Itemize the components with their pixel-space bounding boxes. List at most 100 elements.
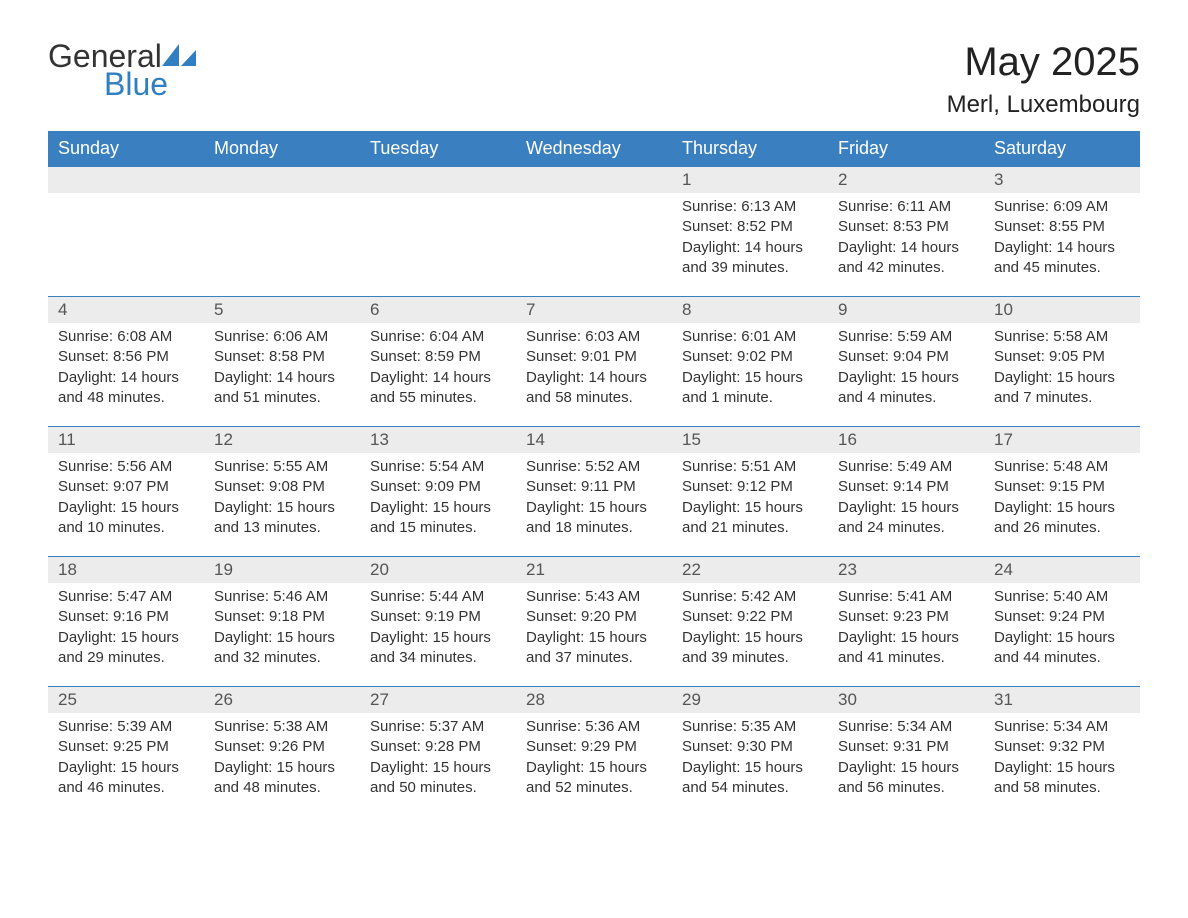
sunrise-text: Sunrise: 5:37 AM <box>370 717 506 737</box>
day-body: Sunrise: 5:38 AMSunset: 9:26 PMDaylight:… <box>204 713 360 804</box>
day-cell: 12Sunrise: 5:55 AMSunset: 9:08 PMDayligh… <box>204 427 360 557</box>
daylight-text: Daylight: 15 hours and 52 minutes. <box>526 758 662 799</box>
day-body: Sunrise: 5:54 AMSunset: 9:09 PMDaylight:… <box>360 453 516 544</box>
day-body: Sunrise: 5:34 AMSunset: 9:32 PMDaylight:… <box>984 713 1140 804</box>
day-body: Sunrise: 5:35 AMSunset: 9:30 PMDaylight:… <box>672 713 828 804</box>
daylight-text: Daylight: 14 hours and 45 minutes. <box>994 238 1130 279</box>
day-cell: 14Sunrise: 5:52 AMSunset: 9:11 PMDayligh… <box>516 427 672 557</box>
weekday-header: Sunday <box>48 131 204 167</box>
sunrise-text: Sunrise: 5:59 AM <box>838 327 974 347</box>
day-cell <box>516 167 672 297</box>
day-cell: 2Sunrise: 6:11 AMSunset: 8:53 PMDaylight… <box>828 167 984 297</box>
day-number <box>360 167 516 193</box>
sunset-text: Sunset: 9:23 PM <box>838 607 974 627</box>
sunset-text: Sunset: 9:22 PM <box>682 607 818 627</box>
day-cell: 10Sunrise: 5:58 AMSunset: 9:05 PMDayligh… <box>984 297 1140 427</box>
sunrise-text: Sunrise: 6:03 AM <box>526 327 662 347</box>
day-body: Sunrise: 6:04 AMSunset: 8:59 PMDaylight:… <box>360 323 516 414</box>
day-body: Sunrise: 5:55 AMSunset: 9:08 PMDaylight:… <box>204 453 360 544</box>
day-number: 20 <box>360 557 516 583</box>
day-number: 30 <box>828 687 984 713</box>
day-number: 2 <box>828 167 984 193</box>
sunset-text: Sunset: 9:15 PM <box>994 477 1130 497</box>
logo-blue: Blue <box>104 68 196 100</box>
weekday-header: Friday <box>828 131 984 167</box>
day-body: Sunrise: 5:41 AMSunset: 9:23 PMDaylight:… <box>828 583 984 674</box>
day-cell: 16Sunrise: 5:49 AMSunset: 9:14 PMDayligh… <box>828 427 984 557</box>
daylight-text: Daylight: 15 hours and 39 minutes. <box>682 628 818 669</box>
day-cell: 21Sunrise: 5:43 AMSunset: 9:20 PMDayligh… <box>516 557 672 687</box>
sunrise-text: Sunrise: 6:08 AM <box>58 327 194 347</box>
day-number: 11 <box>48 427 204 453</box>
day-number: 27 <box>360 687 516 713</box>
sunrise-text: Sunrise: 5:49 AM <box>838 457 974 477</box>
sunrise-text: Sunrise: 5:42 AM <box>682 587 818 607</box>
day-body: Sunrise: 5:39 AMSunset: 9:25 PMDaylight:… <box>48 713 204 804</box>
day-number: 17 <box>984 427 1140 453</box>
day-number: 10 <box>984 297 1140 323</box>
day-cell: 8Sunrise: 6:01 AMSunset: 9:02 PMDaylight… <box>672 297 828 427</box>
sunrise-text: Sunrise: 5:44 AM <box>370 587 506 607</box>
day-number: 1 <box>672 167 828 193</box>
day-body: Sunrise: 5:37 AMSunset: 9:28 PMDaylight:… <box>360 713 516 804</box>
day-body: Sunrise: 6:06 AMSunset: 8:58 PMDaylight:… <box>204 323 360 414</box>
day-cell: 1Sunrise: 6:13 AMSunset: 8:52 PMDaylight… <box>672 167 828 297</box>
day-cell: 4Sunrise: 6:08 AMSunset: 8:56 PMDaylight… <box>48 297 204 427</box>
day-number: 13 <box>360 427 516 453</box>
sunset-text: Sunset: 9:30 PM <box>682 737 818 757</box>
sunrise-text: Sunrise: 5:40 AM <box>994 587 1130 607</box>
sunrise-text: Sunrise: 5:55 AM <box>214 457 350 477</box>
sunset-text: Sunset: 9:25 PM <box>58 737 194 757</box>
sunset-text: Sunset: 9:05 PM <box>994 347 1130 367</box>
daylight-text: Daylight: 15 hours and 44 minutes. <box>994 628 1130 669</box>
daylight-text: Daylight: 15 hours and 24 minutes. <box>838 498 974 539</box>
sunset-text: Sunset: 8:56 PM <box>58 347 194 367</box>
daylight-text: Daylight: 15 hours and 15 minutes. <box>370 498 506 539</box>
sunset-text: Sunset: 8:55 PM <box>994 217 1130 237</box>
day-cell: 17Sunrise: 5:48 AMSunset: 9:15 PMDayligh… <box>984 427 1140 557</box>
day-number: 9 <box>828 297 984 323</box>
day-body <box>360 193 516 203</box>
day-number: 24 <box>984 557 1140 583</box>
daylight-text: Daylight: 15 hours and 1 minute. <box>682 368 818 409</box>
sunrise-text: Sunrise: 6:13 AM <box>682 197 818 217</box>
day-body <box>204 193 360 203</box>
sunrise-text: Sunrise: 5:52 AM <box>526 457 662 477</box>
sunrise-text: Sunrise: 6:01 AM <box>682 327 818 347</box>
day-cell: 13Sunrise: 5:54 AMSunset: 9:09 PMDayligh… <box>360 427 516 557</box>
day-number: 29 <box>672 687 828 713</box>
daylight-text: Daylight: 15 hours and 4 minutes. <box>838 368 974 409</box>
sunset-text: Sunset: 9:09 PM <box>370 477 506 497</box>
calendar-body: 1Sunrise: 6:13 AMSunset: 8:52 PMDaylight… <box>48 167 1140 817</box>
daylight-text: Daylight: 14 hours and 42 minutes. <box>838 238 974 279</box>
week-row: 11Sunrise: 5:56 AMSunset: 9:07 PMDayligh… <box>48 427 1140 557</box>
daylight-text: Daylight: 15 hours and 10 minutes. <box>58 498 194 539</box>
day-cell: 31Sunrise: 5:34 AMSunset: 9:32 PMDayligh… <box>984 687 1140 817</box>
week-row: 25Sunrise: 5:39 AMSunset: 9:25 PMDayligh… <box>48 687 1140 817</box>
daylight-text: Daylight: 15 hours and 29 minutes. <box>58 628 194 669</box>
sunset-text: Sunset: 9:01 PM <box>526 347 662 367</box>
weekday-row: Sunday Monday Tuesday Wednesday Thursday… <box>48 131 1140 167</box>
sunrise-text: Sunrise: 5:46 AM <box>214 587 350 607</box>
sunset-text: Sunset: 9:29 PM <box>526 737 662 757</box>
day-cell: 7Sunrise: 6:03 AMSunset: 9:01 PMDaylight… <box>516 297 672 427</box>
sunrise-text: Sunrise: 5:34 AM <box>994 717 1130 737</box>
sunset-text: Sunset: 9:19 PM <box>370 607 506 627</box>
day-cell: 5Sunrise: 6:06 AMSunset: 8:58 PMDaylight… <box>204 297 360 427</box>
daylight-text: Daylight: 15 hours and 21 minutes. <box>682 498 818 539</box>
day-number: 16 <box>828 427 984 453</box>
daylight-text: Daylight: 15 hours and 32 minutes. <box>214 628 350 669</box>
day-number: 5 <box>204 297 360 323</box>
day-cell <box>204 167 360 297</box>
daylight-text: Daylight: 15 hours and 18 minutes. <box>526 498 662 539</box>
sunset-text: Sunset: 8:53 PM <box>838 217 974 237</box>
day-cell: 6Sunrise: 6:04 AMSunset: 8:59 PMDaylight… <box>360 297 516 427</box>
sunset-text: Sunset: 8:58 PM <box>214 347 350 367</box>
sunset-text: Sunset: 9:12 PM <box>682 477 818 497</box>
weekday-header: Tuesday <box>360 131 516 167</box>
day-body: Sunrise: 6:13 AMSunset: 8:52 PMDaylight:… <box>672 193 828 284</box>
sunrise-text: Sunrise: 5:58 AM <box>994 327 1130 347</box>
sunset-text: Sunset: 9:26 PM <box>214 737 350 757</box>
day-number: 23 <box>828 557 984 583</box>
daylight-text: Daylight: 15 hours and 46 minutes. <box>58 758 194 799</box>
